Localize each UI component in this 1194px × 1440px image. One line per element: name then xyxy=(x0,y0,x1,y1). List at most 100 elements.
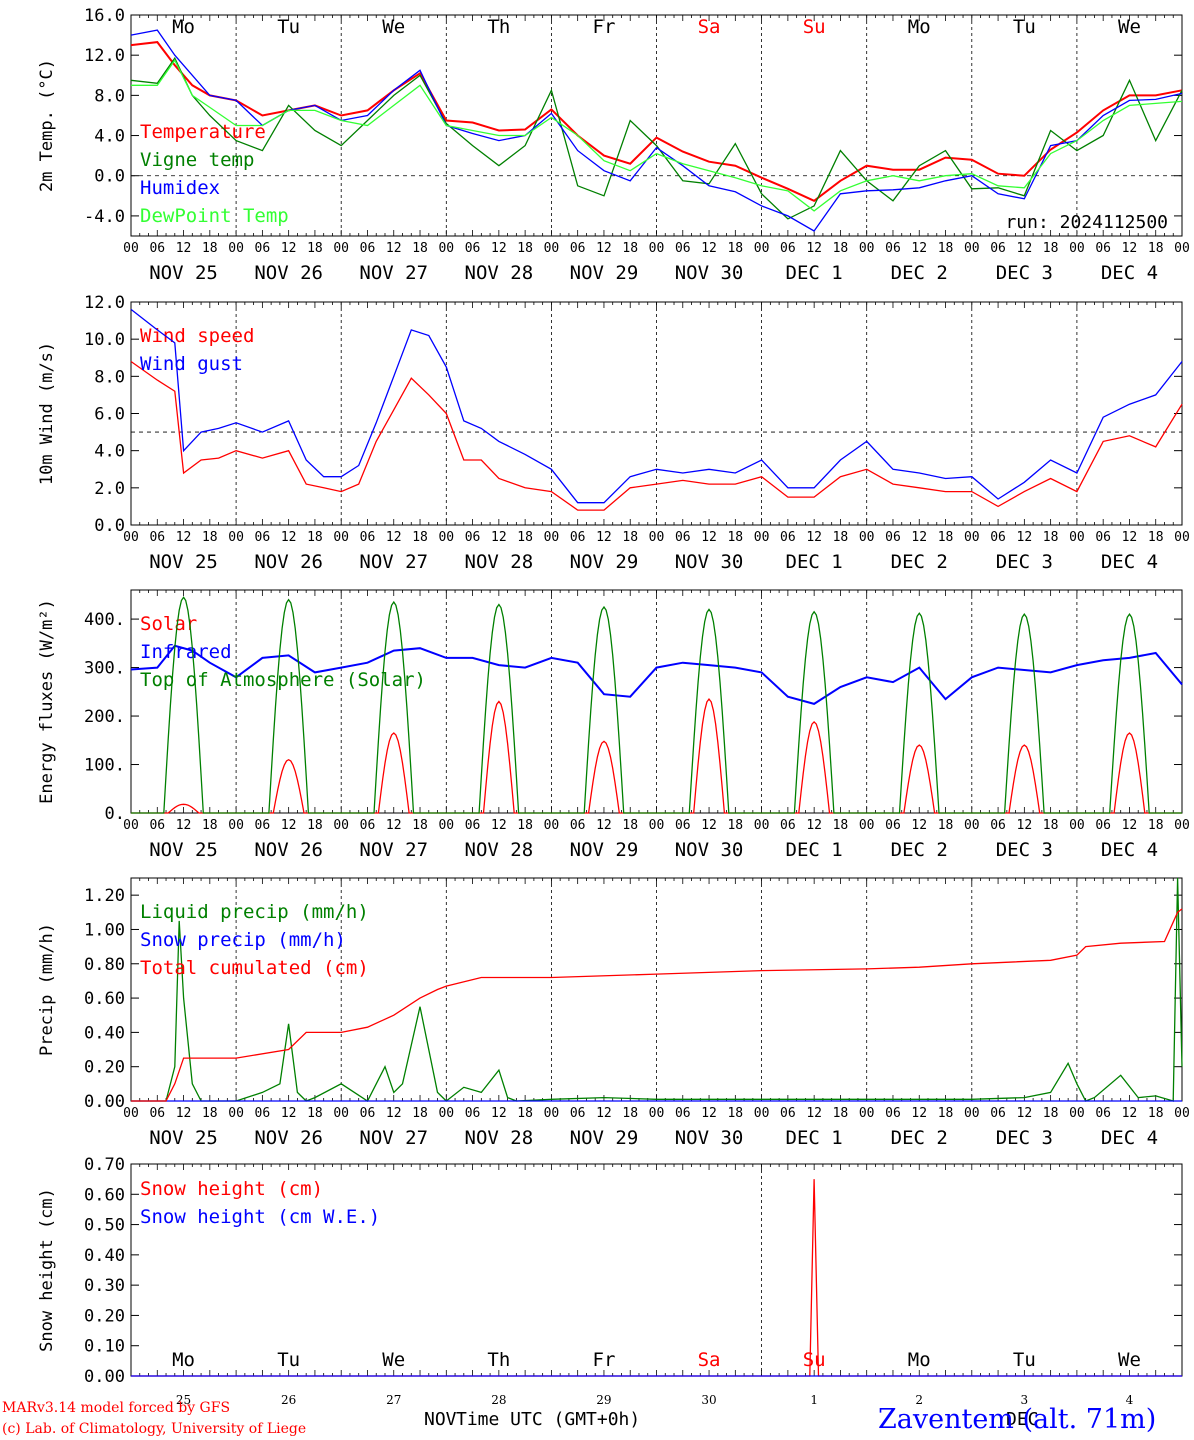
x-date-label: NOV 30 xyxy=(675,262,744,284)
x-hour-label: 12 xyxy=(701,1106,717,1121)
x-hour-label: 06 xyxy=(1095,241,1111,256)
x-date-label: NOV 29 xyxy=(570,1127,639,1149)
x-hour-label: 00 xyxy=(754,818,770,833)
x-date-label: NOV 26 xyxy=(254,1127,323,1149)
x-hour-label: 00 xyxy=(1174,530,1190,545)
legend-entry: DewPoint Temp xyxy=(140,205,289,227)
station-label: Zaventem (alt. 71m) xyxy=(878,1404,1156,1435)
x-date-label: DEC 1 xyxy=(786,262,843,284)
y-tick-label: 200. xyxy=(84,707,125,727)
x-hour-label: 06 xyxy=(675,241,691,256)
x-hour-label: 00 xyxy=(123,818,139,833)
y-axis-label: Energy fluxes (W/m²) xyxy=(37,599,57,804)
weekday-label: We xyxy=(1118,16,1141,38)
y-tick-label: 0.50 xyxy=(84,1216,125,1236)
x-hour-label: 12 xyxy=(806,241,822,256)
x-hour-label: 18 xyxy=(202,818,218,833)
legend-entry: Wind speed xyxy=(140,325,254,347)
x-date-label: NOV 26 xyxy=(254,839,323,861)
x-hour-label: 18 xyxy=(202,1106,218,1121)
x-hour-label: 12 xyxy=(176,241,192,256)
x-date-label: NOV 28 xyxy=(465,551,534,573)
x-hour-label: 18 xyxy=(517,530,533,545)
panel-4: 1.20 1.00 0.80 0.60 0.40 0.20 0.00 Precip (mm/h… xyxy=(37,877,1190,1149)
x-date-label: NOV 29 xyxy=(570,839,639,861)
legend-entry: Snow height (cm) xyxy=(140,1178,323,1200)
x-hour-label: 00 xyxy=(544,530,560,545)
y-tick-label: 8.0 xyxy=(94,367,125,387)
y-tick-label: 6.0 xyxy=(94,405,125,425)
x-hour-label: 06 xyxy=(360,530,376,545)
x-hour-label: 12 xyxy=(596,818,612,833)
x-hour-label: 12 xyxy=(386,818,402,833)
series-line xyxy=(131,596,1182,814)
x-date-label: DEC 3 xyxy=(996,1127,1053,1149)
x-date-label: NOV 29 xyxy=(570,551,639,573)
legend-entry: Wind gust xyxy=(140,353,243,375)
x-hour-label: 00 xyxy=(438,241,454,256)
series-line xyxy=(131,58,1183,212)
x-hour-label: 18 xyxy=(938,818,954,833)
x-hour-label: 18 xyxy=(938,530,954,545)
x-date-label: NOV 25 xyxy=(149,839,218,861)
x-hour-label: 06 xyxy=(675,530,691,545)
panel-3: 400. 300. 200. 100. 0. Energy fluxes (W/m²) 00… xyxy=(37,589,1190,861)
x-hour-label: 18 xyxy=(307,241,323,256)
x-date-label: DEC 4 xyxy=(1101,839,1158,861)
x-hour-label: 18 xyxy=(412,241,428,256)
x-hour-label: 06 xyxy=(149,818,165,833)
y-tick-label: 1.20 xyxy=(84,886,125,906)
x-hour-label: 18 xyxy=(1148,818,1164,833)
x-hour-label: 06 xyxy=(990,818,1006,833)
x-hour-label: 06 xyxy=(255,241,271,256)
x-date-label: NOV 25 xyxy=(149,551,218,573)
x-hour-label: 12 xyxy=(1017,530,1033,545)
x-hour-label: 18 xyxy=(622,530,638,545)
x-hour-label: 18 xyxy=(1148,1106,1164,1121)
y-tick-label: 2.0 xyxy=(94,479,125,499)
x-hour-label: 06 xyxy=(570,530,586,545)
weekday-label: Tu xyxy=(1013,16,1036,38)
y-tick-label: 1.00 xyxy=(84,920,125,940)
x-day-number: 4 xyxy=(1126,1393,1134,1407)
y-tick-label: 0.10 xyxy=(84,1337,125,1357)
x-hour-label: 12 xyxy=(386,241,402,256)
x-day-number: 2 xyxy=(915,1393,923,1407)
x-hour-label: 06 xyxy=(360,1106,376,1121)
x-hour-label: 06 xyxy=(780,1106,796,1121)
x-hour-label: 18 xyxy=(517,1106,533,1121)
x-hour-label: 00 xyxy=(964,530,980,545)
legend-entry: Humidex xyxy=(140,177,220,199)
x-hour-label: 12 xyxy=(386,1106,402,1121)
y-tick-label: 0.60 xyxy=(84,1185,125,1205)
x-hour-label: 12 xyxy=(596,530,612,545)
x-date-label: DEC 1 xyxy=(786,1127,843,1149)
x-hour-label: 00 xyxy=(754,241,770,256)
x-date-label: DEC 2 xyxy=(891,839,948,861)
x-hour-label: 18 xyxy=(517,241,533,256)
x-date-label: NOV 28 xyxy=(465,1127,534,1149)
x-hour-label: 06 xyxy=(990,241,1006,256)
x-hour-label: 06 xyxy=(255,1106,271,1121)
x-hour-label: 00 xyxy=(228,818,244,833)
x-hour-label: 06 xyxy=(360,818,376,833)
weekday-label: Fr xyxy=(593,1349,616,1371)
y-tick-label: 0.20 xyxy=(84,1306,125,1326)
x-hour-label: 18 xyxy=(412,1106,428,1121)
y-tick-label: 4.0 xyxy=(94,442,125,462)
weekday-label: Sa xyxy=(698,16,721,38)
x-hour-label: 00 xyxy=(859,241,875,256)
x-date-label: DEC 2 xyxy=(891,551,948,573)
x-day-number: 25 xyxy=(176,1393,191,1407)
x-hour-label: 00 xyxy=(1069,241,1085,256)
x-hour-label: 06 xyxy=(570,1106,586,1121)
x-hour-label: 12 xyxy=(911,818,927,833)
x-hour-label: 06 xyxy=(360,241,376,256)
credit-line-1: MARv3.14 model forced by GFS xyxy=(2,1400,230,1416)
legend-entry: Temperature xyxy=(140,121,266,143)
x-hour-label: 00 xyxy=(649,530,665,545)
x-date-label: DEC 4 xyxy=(1101,551,1158,573)
x-date-label: DEC 2 xyxy=(891,1127,948,1149)
x-hour-label: 00 xyxy=(1174,241,1190,256)
panel-5: 0.70 0.60 0.50 0.40 0.30 0.20 0.10 0.00 Snow hei… xyxy=(37,1155,1183,1407)
